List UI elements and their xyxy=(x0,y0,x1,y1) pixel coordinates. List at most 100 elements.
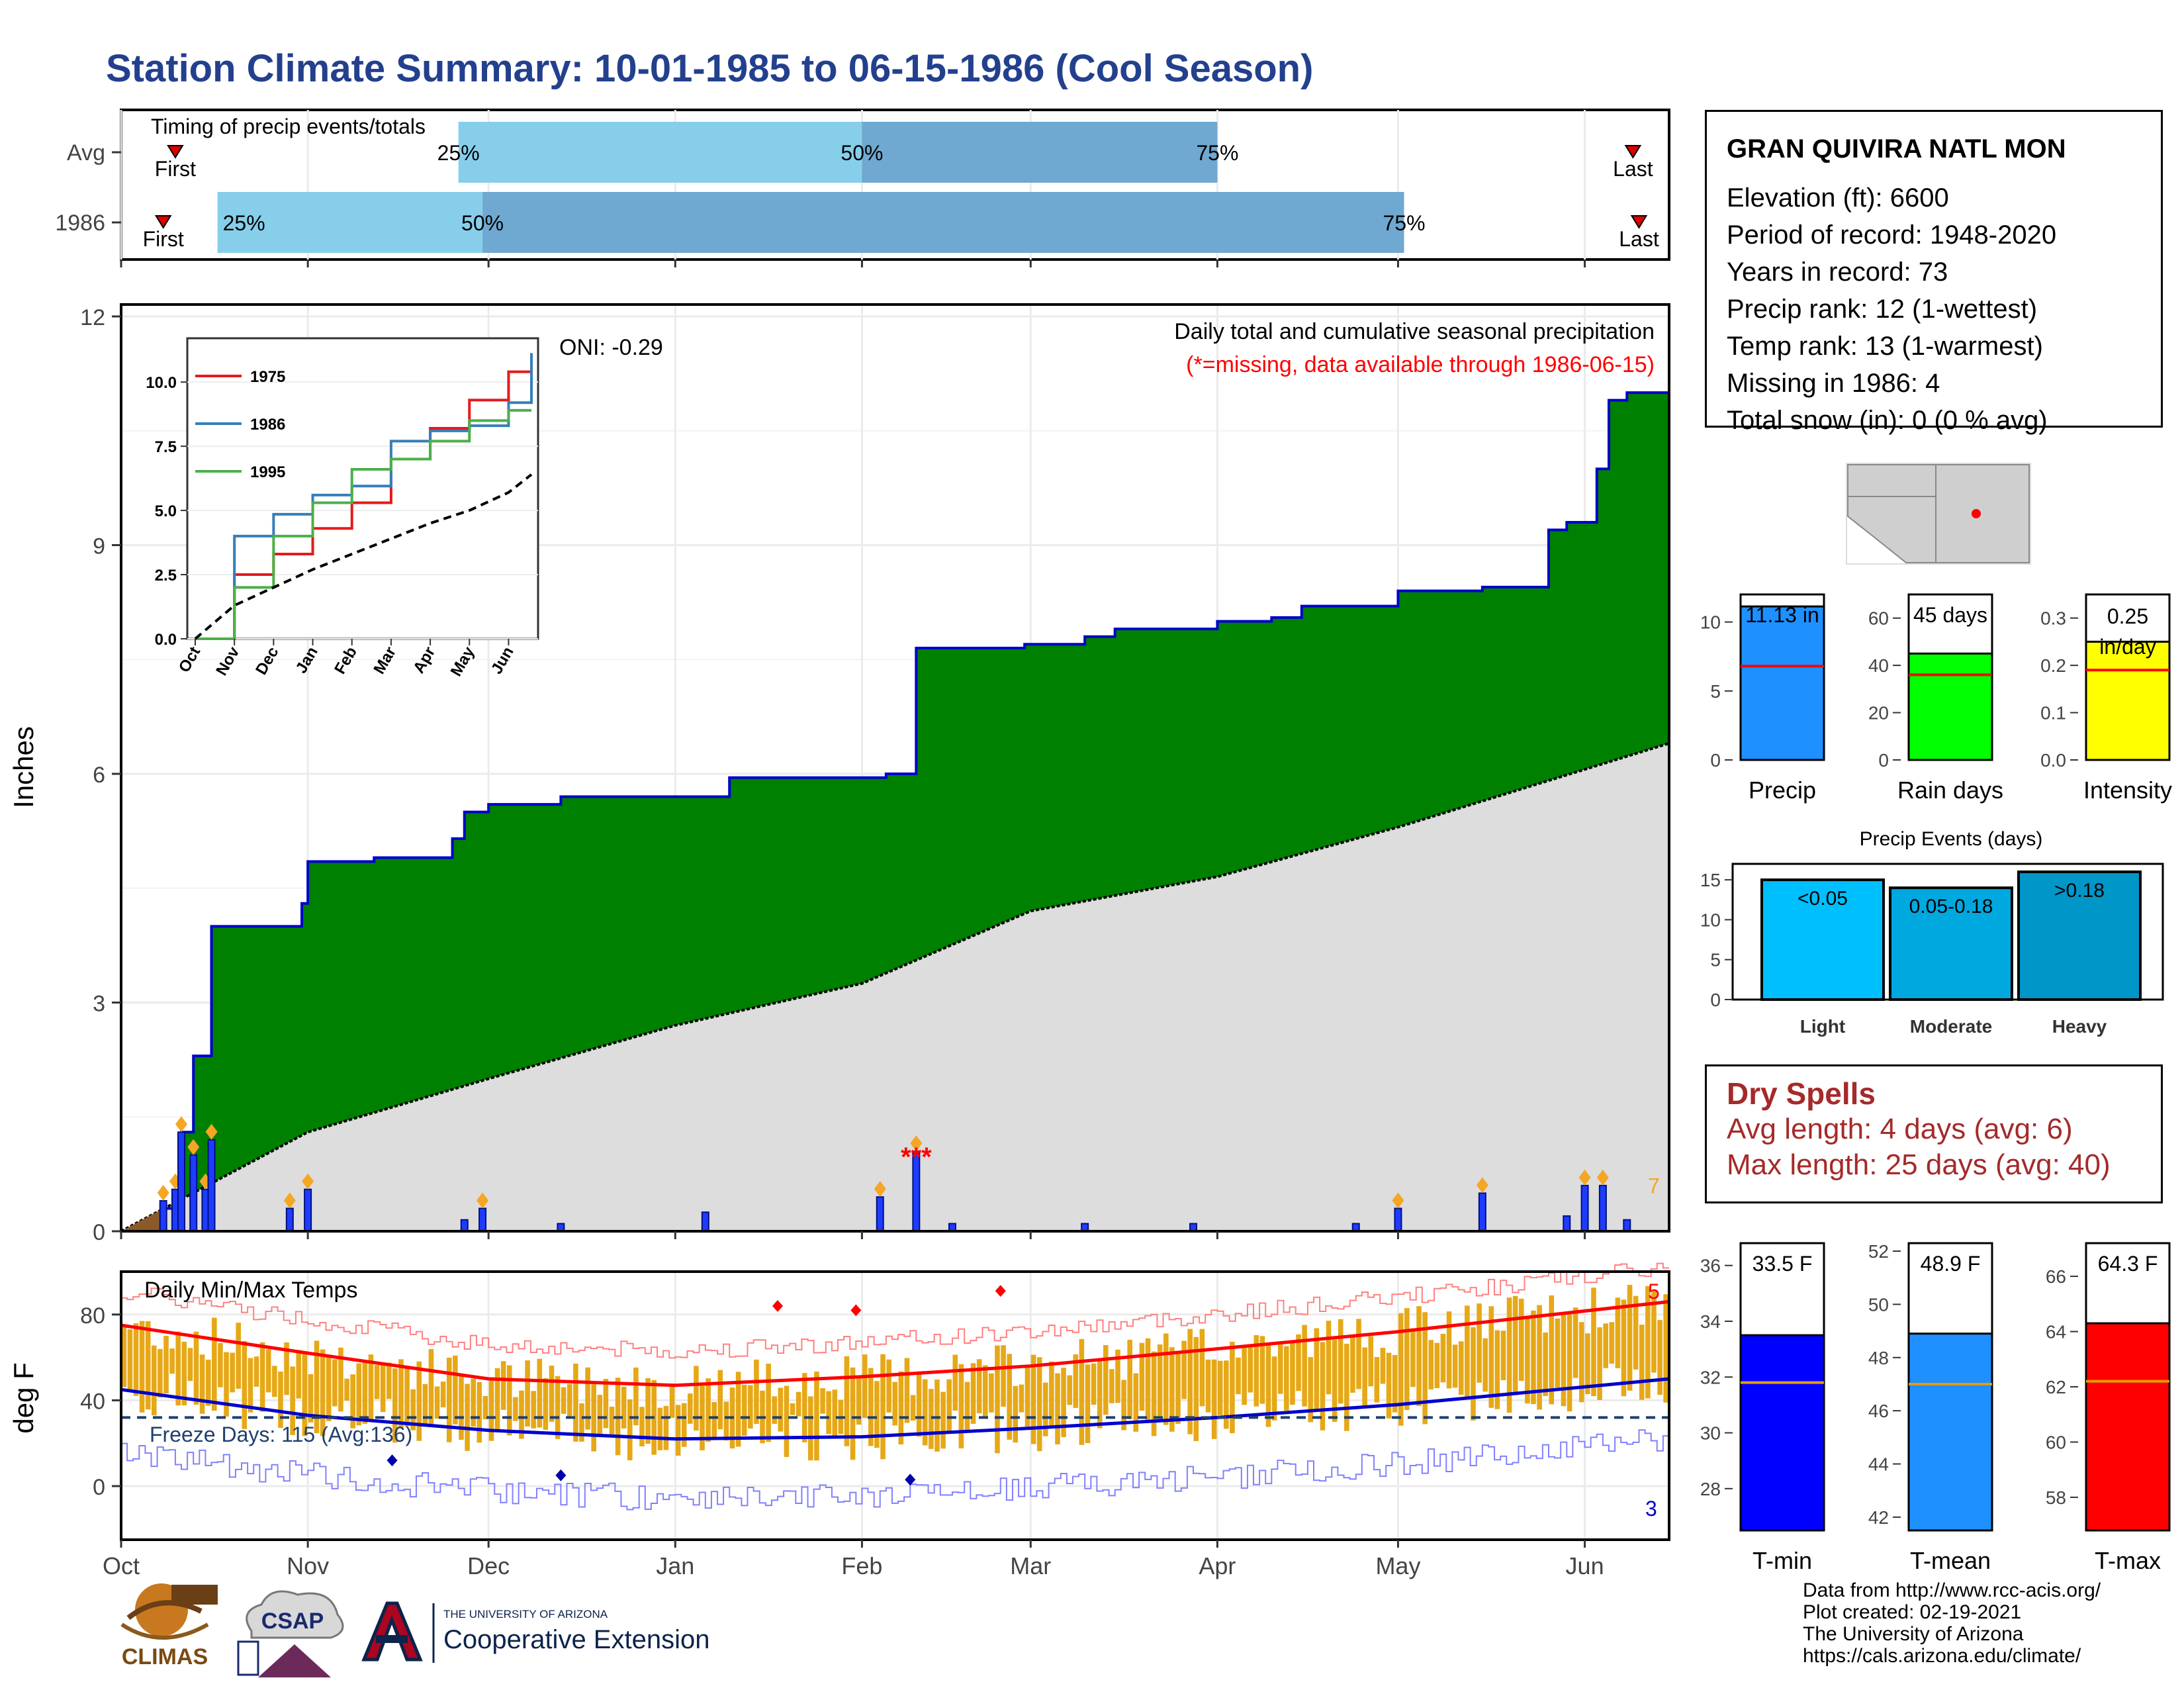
daily-temp-range-bar xyxy=(826,1391,831,1434)
timing-p25: 25% xyxy=(437,141,480,165)
month-axis-label: May xyxy=(1375,1552,1420,1579)
daily-temp-range-bar xyxy=(1091,1363,1097,1405)
tmax-stat-y-tick-label: 62 xyxy=(2046,1377,2066,1397)
daily-temp-range-bar xyxy=(320,1349,326,1436)
daily-precip-bar xyxy=(701,1211,709,1233)
heavy-event-marker xyxy=(910,1135,923,1152)
daily-temp-range-bar xyxy=(1434,1342,1440,1389)
climas-logo-text: CLIMAS xyxy=(122,1644,208,1669)
daily-temp-range-bar xyxy=(205,1359,211,1406)
daily-temp-range-bar xyxy=(1290,1342,1295,1405)
dry-spells-avg: Avg length: 4 days (avg: 6) xyxy=(1727,1113,2073,1145)
oni-label: ONI: -0.29 xyxy=(559,335,663,360)
precip-total-y-tick-label: 10 xyxy=(1700,612,1721,633)
daily-temp-range-bar xyxy=(242,1340,248,1429)
daily-temp-range-bar xyxy=(832,1389,838,1438)
daily-temp-range-bar xyxy=(531,1391,536,1429)
daily-temp-range-bar xyxy=(1392,1354,1398,1413)
daily-temp-range-bar xyxy=(332,1359,338,1407)
intensity-value: 0.25 xyxy=(2107,604,2148,628)
temp-panel-frame xyxy=(120,1270,1670,1541)
timing-row-label: 1986 xyxy=(55,211,105,236)
station-temp-rank: Temp rank: 13 (1-warmest) xyxy=(1727,332,2043,361)
rain-days-y-tick-label: 60 xyxy=(1868,608,1889,629)
daily-temp-range-bar xyxy=(1151,1351,1157,1436)
daily-temp-range-bar xyxy=(1374,1357,1380,1403)
daily-temp-range-bar xyxy=(410,1389,416,1430)
daily-temp-range-bar xyxy=(230,1352,235,1393)
daily-precip-bar xyxy=(876,1196,884,1233)
daily-temp-range-bar xyxy=(1368,1336,1374,1387)
daily-temp-range-bar xyxy=(1326,1321,1332,1395)
daily-temp-range-bar xyxy=(1103,1345,1109,1415)
events-y-tick-label: 10 xyxy=(1700,910,1721,930)
daily-temp-range-bar xyxy=(922,1379,928,1446)
daily-temp-range-bar xyxy=(506,1365,512,1436)
events-category-label: Moderate xyxy=(1910,1016,1992,1037)
temp-y-tick-label: 0 xyxy=(93,1475,105,1500)
daily-precip-bar xyxy=(1563,1215,1571,1233)
daily-temp-range-bar xyxy=(688,1393,693,1424)
timing-bar-q2 xyxy=(482,192,1404,253)
precip-total-y-tick-label: 5 xyxy=(1710,681,1721,702)
rain-days-y-tick-label: 0 xyxy=(1878,750,1889,771)
daily-temp-range-bar xyxy=(633,1367,639,1426)
daily-temp-range-bar xyxy=(212,1317,217,1411)
daily-temp-range-bar xyxy=(1471,1327,1476,1421)
station-elevation: Elevation (ft): 6600 xyxy=(1727,183,1949,212)
daily-temp-range-bar xyxy=(814,1371,819,1461)
daily-temp-range-bar xyxy=(1030,1354,1036,1444)
daily-temp-range-bar xyxy=(976,1359,982,1413)
daily-temp-range-bar xyxy=(801,1373,807,1442)
precip-y-tick-label: 6 xyxy=(93,763,105,788)
daily-temp-range-bar xyxy=(453,1355,458,1425)
avg-tmin-line xyxy=(120,1377,1670,1441)
daily-temp-range-bar xyxy=(1362,1347,1367,1407)
daily-temp-range-bar xyxy=(874,1381,880,1448)
intensity-y-tick-label: 0.0 xyxy=(2040,750,2066,771)
daily-temp-range-bar xyxy=(627,1399,633,1461)
daily-temp-range-bar xyxy=(1561,1313,1567,1407)
daily-temp-range-bar xyxy=(1055,1373,1060,1444)
daily-temp-range-bar xyxy=(158,1348,163,1398)
daily-temp-range-bar xyxy=(1320,1342,1326,1430)
station-info-box: GRAN QUIVIRA NATL MON Elevation (ft): 66… xyxy=(1705,110,2163,435)
daily-temp-range-bar xyxy=(916,1374,922,1437)
daily-temp-range-bar xyxy=(428,1348,434,1425)
daily-temp-range-bar xyxy=(1284,1346,1289,1411)
daily-temp-range-bar xyxy=(946,1379,952,1432)
daily-temp-range-bar xyxy=(1663,1294,1668,1403)
daily-temp-range-bar xyxy=(152,1345,157,1416)
daily-temp-range-bar xyxy=(772,1396,778,1424)
daily-temp-range-bar xyxy=(784,1385,790,1457)
daily-temp-range-bar xyxy=(1428,1340,1434,1389)
daily-temp-range-bar xyxy=(1007,1354,1012,1440)
station-missing: Missing in 1986: 4 xyxy=(1727,369,1940,398)
daily-temp-range-bar xyxy=(1001,1345,1006,1407)
daily-temp-range-bar xyxy=(284,1342,289,1395)
daily-temp-range-bar xyxy=(386,1362,392,1399)
dry-spells-title: Dry Spells xyxy=(1727,1076,1876,1111)
month-axis-label: Feb xyxy=(841,1552,882,1579)
station-precip-rank: Precip rank: 12 (1-wettest) xyxy=(1727,295,2038,324)
station-name: GRAN QUIVIRA NATL MON xyxy=(1727,134,2066,164)
events-bar-inner-label: >0.18 xyxy=(2054,880,2105,902)
daily-temp-range-bar xyxy=(465,1383,470,1451)
month-axis-label: Apr xyxy=(1199,1552,1236,1579)
daily-temp-range-bar xyxy=(561,1387,567,1414)
daily-temp-range-bar xyxy=(356,1363,362,1426)
daily-temp-range-bar xyxy=(1452,1344,1458,1388)
daily-temp-range-bar xyxy=(1067,1375,1072,1405)
first-label: First xyxy=(155,157,196,181)
daily-precip-bar xyxy=(159,1199,167,1233)
daily-temp-range-bar xyxy=(880,1354,886,1460)
month-axis-label: Oct xyxy=(103,1552,140,1579)
daily-temp-range-bar xyxy=(982,1365,988,1419)
daily-temp-range-bar xyxy=(1398,1313,1404,1426)
daily-temp-range-bar xyxy=(1350,1336,1355,1393)
daily-temp-range-bar xyxy=(735,1372,741,1447)
daily-temp-range-bar xyxy=(380,1364,386,1413)
daily-precip-bar xyxy=(1478,1192,1486,1232)
cumulative-precip-line xyxy=(121,383,1670,1233)
record-high-marker xyxy=(772,1299,784,1312)
